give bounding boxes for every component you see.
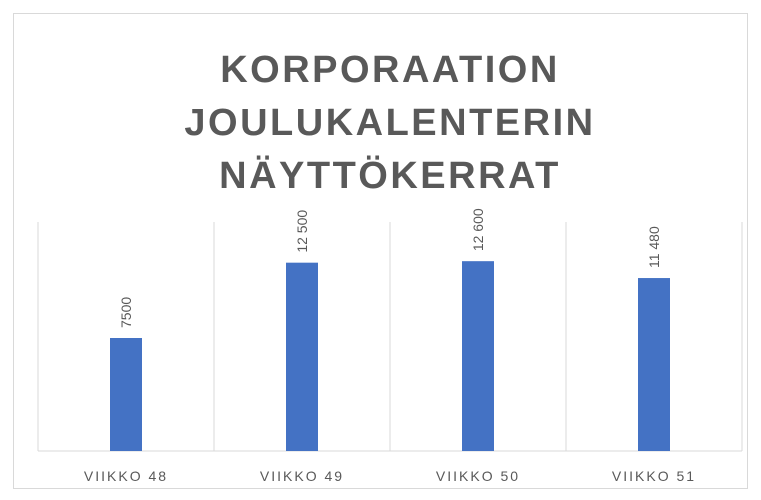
x-tick-label: VIIKKO 49	[260, 468, 344, 484]
x-tick-label: VIIKKO 50	[436, 468, 520, 484]
data-label: 12 600	[470, 208, 486, 251]
bar	[462, 261, 494, 451]
x-tick-label: VIIKKO 51	[612, 468, 696, 484]
x-tick-label: VIIKKO 48	[84, 468, 168, 484]
bar	[286, 262, 318, 451]
data-label: 7500	[118, 297, 134, 328]
data-label: 12 500	[294, 210, 310, 253]
chart-title: KORPORAATION JOULUKALENTERIN NÄYTTÖKERRA…	[184, 49, 596, 197]
bar	[110, 338, 142, 451]
data-label: 11 480	[646, 226, 662, 268]
bar	[638, 278, 670, 451]
